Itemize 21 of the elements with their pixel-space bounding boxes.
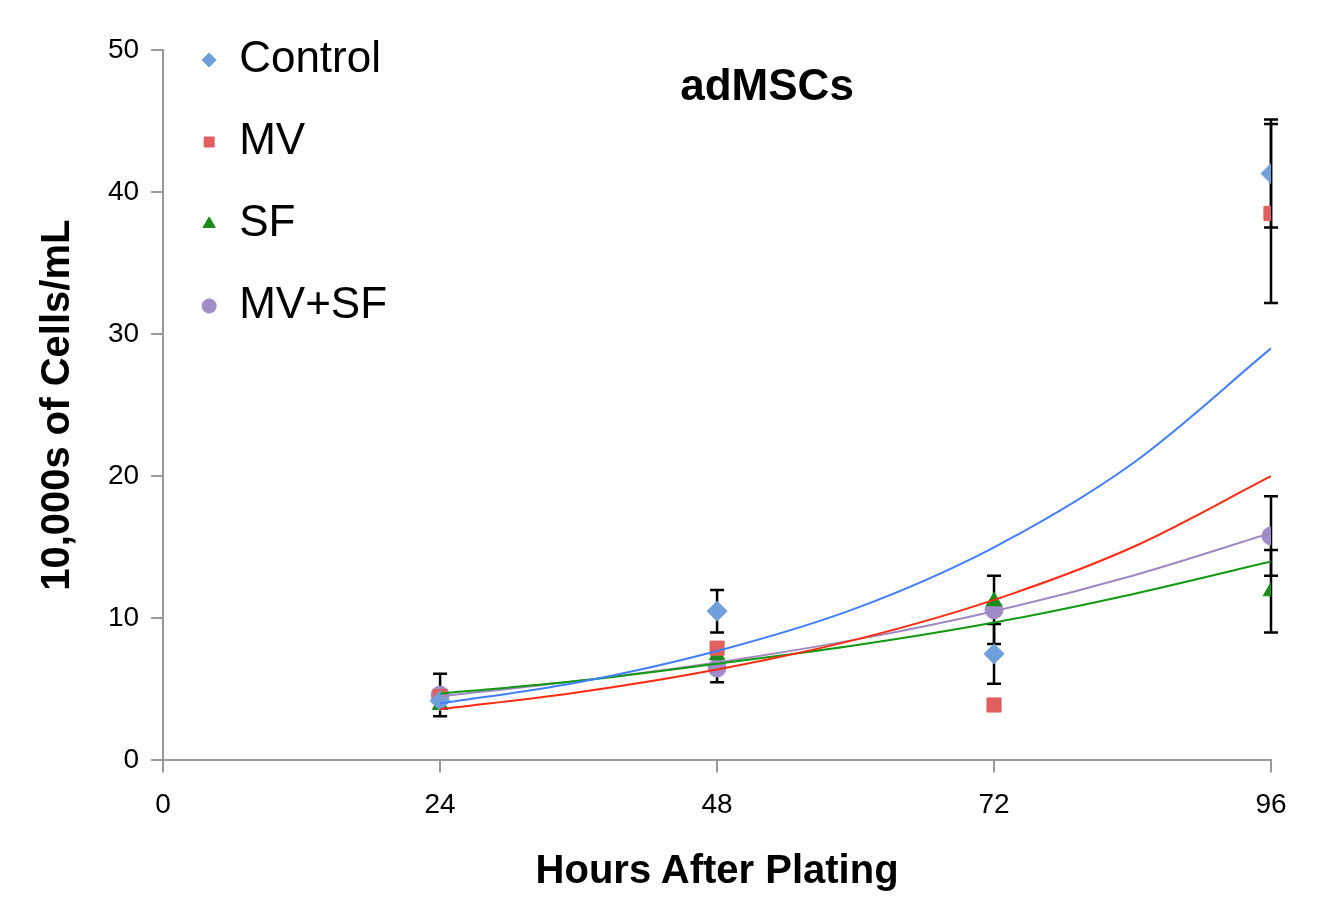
x-tick-label: 24 xyxy=(424,787,456,819)
x-axis-title: Hours After Plating xyxy=(535,847,899,892)
x-tick-label: 0 xyxy=(155,787,171,819)
legend-label: SF xyxy=(239,196,296,246)
legend-label: MV xyxy=(239,114,306,164)
x-tick-label: 48 xyxy=(701,787,733,819)
y-tick-label: 40 xyxy=(107,174,140,206)
x-tick-label: 96 xyxy=(1255,787,1287,819)
y-tick-label: 50 xyxy=(107,32,140,64)
y-tick-label: 30 xyxy=(107,316,140,348)
point xyxy=(986,697,1002,713)
y-tick-label: 20 xyxy=(107,458,140,490)
legend-label: MV+SF xyxy=(239,278,388,328)
legend-label: Control xyxy=(239,32,381,82)
point xyxy=(983,643,1005,665)
point xyxy=(706,600,728,622)
y-tick-label: 10 xyxy=(107,601,140,633)
y-tick-label: 0 xyxy=(123,743,140,775)
chart-title: adMSCs xyxy=(680,60,854,110)
y-axis-title: 10,000s of Cells/mL xyxy=(33,219,78,591)
x-tick-label: 72 xyxy=(978,787,1010,819)
